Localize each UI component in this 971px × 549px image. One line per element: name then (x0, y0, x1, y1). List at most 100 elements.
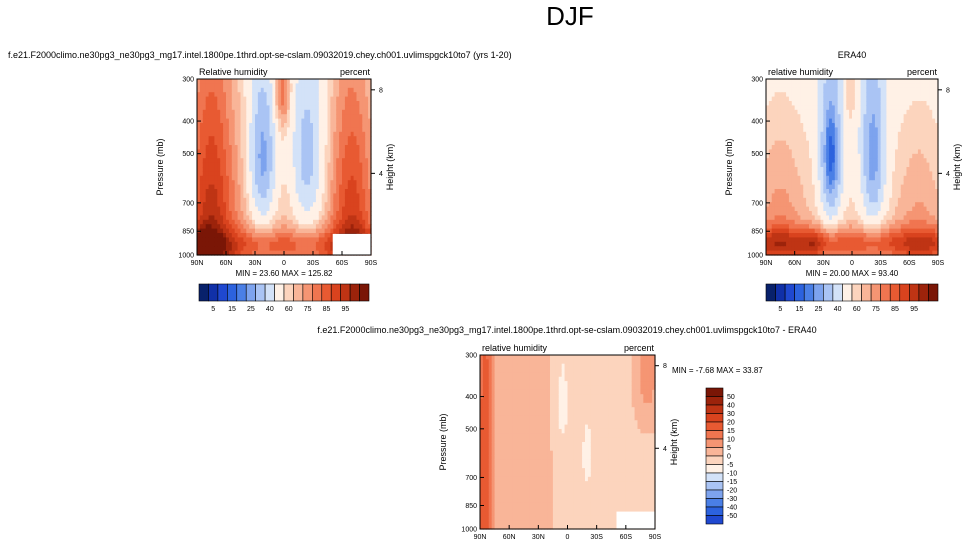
heatmap-cell (228, 250, 233, 256)
heatmap-cell (766, 193, 770, 199)
heatmap-cell (359, 211, 363, 216)
heatmap-cell (771, 79, 776, 84)
heatmap-cell (920, 158, 925, 164)
heatmap-cell (895, 250, 899, 256)
heatmap-cell (223, 105, 227, 111)
heatmap-cell (228, 206, 233, 212)
heatmap-cell (877, 83, 882, 89)
heatmap-cell (794, 219, 799, 225)
heatmap-cell (923, 219, 928, 225)
heatmap-cell (199, 167, 204, 172)
heatmap-cell (923, 162, 928, 168)
heatmap-cell (272, 219, 276, 225)
heatmap-cell (915, 145, 919, 150)
heatmap-cell (889, 101, 893, 106)
heatmap-cell (854, 241, 859, 247)
heatmap-cell (797, 101, 801, 106)
heatmap-cell (260, 246, 265, 252)
heatmap-cell (809, 149, 813, 155)
heatmap-cell (852, 211, 856, 216)
heatmap-cell (362, 162, 366, 168)
heatmap-cell (843, 189, 847, 194)
heatmap-cell (228, 87, 233, 93)
heatmap-cell (263, 175, 268, 181)
heatmap-cell (768, 189, 773, 194)
heatmap-cell (485, 498, 490, 504)
heatmap-cell (777, 246, 781, 252)
heatmap-cell (324, 193, 329, 199)
heatmap-cell (771, 145, 776, 150)
heatmap-cell (286, 92, 291, 98)
heatmap-cell (197, 206, 201, 212)
heatmap-cell (932, 131, 936, 137)
heatmap-cell (923, 145, 928, 150)
heatmap-cell (846, 123, 850, 128)
heatmap-cell (318, 79, 323, 84)
heatmap-cell (912, 167, 916, 172)
heatmap-cell (255, 175, 259, 181)
heatmap-cell (814, 101, 819, 106)
heatmap-cell (791, 175, 796, 181)
heatmap-cell (817, 175, 822, 181)
heatmap-cell (840, 145, 844, 150)
heatmap-cell (260, 224, 265, 230)
heatmap-cell (336, 145, 340, 150)
heatmap-cell (935, 83, 939, 89)
heatmap-cell (857, 224, 862, 230)
heatmap-cell (897, 118, 902, 124)
heatmap-cell (909, 171, 913, 177)
heatmap-cell (350, 136, 355, 142)
heatmap-cell (766, 171, 770, 177)
heatmap-cell (228, 109, 233, 115)
heatmap-cell (874, 109, 879, 115)
heatmap-cell (774, 153, 779, 159)
heatmap-cell (307, 131, 311, 137)
heatmap-cell (295, 202, 300, 208)
heatmap-cell (214, 184, 218, 190)
heatmap-cell (368, 175, 372, 181)
heatmap-cell (788, 202, 793, 208)
heatmap-cell (903, 215, 908, 221)
heatmap-cell (286, 175, 291, 181)
heatmap-cell (313, 241, 317, 247)
heatmap-cell (350, 215, 355, 221)
heatmap-cell (786, 79, 790, 84)
heatmap-cell (900, 246, 905, 252)
heatmap-cell (266, 250, 271, 256)
heatmap-cell (834, 233, 839, 238)
heatmap-cell (197, 241, 201, 247)
heatmap-cell (794, 211, 799, 216)
heatmap-cell (292, 215, 297, 221)
heatmap-cell (350, 127, 355, 133)
heatmap-cell (788, 224, 793, 230)
heatmap-cell (289, 153, 294, 159)
heatmap-cell (831, 162, 836, 168)
heatmap-cell (923, 153, 928, 159)
heatmap-cell (829, 246, 833, 252)
heatmap-cell (863, 79, 867, 84)
heatmap-cell (860, 140, 865, 146)
heatmap-cell (840, 167, 844, 172)
heatmap-cell (480, 385, 484, 391)
heatmap-cell (362, 92, 366, 98)
heatmap-cell (903, 175, 908, 181)
heatmap-cell (237, 215, 242, 221)
heatmap-cell (197, 136, 201, 142)
heatmap-cell (820, 215, 824, 221)
heatmap-cell (854, 131, 859, 137)
heatmap-cell (342, 167, 346, 172)
heatmap-cell (310, 123, 314, 128)
heatmap-cell (281, 118, 285, 124)
heatmap-cell (932, 162, 936, 168)
heatmap-cell (883, 241, 887, 247)
heatmap-cell (243, 79, 247, 84)
heatmap-cell (766, 105, 770, 111)
heatmap-cell (199, 250, 204, 256)
heatmap-cell (208, 127, 213, 133)
heatmap-cell (336, 136, 340, 142)
heatmap-cell (897, 175, 902, 181)
heatmap-cell (912, 211, 916, 216)
heatmap-cell (869, 131, 873, 137)
heatmap-cell (214, 109, 218, 115)
heatmap-cell (310, 197, 314, 203)
